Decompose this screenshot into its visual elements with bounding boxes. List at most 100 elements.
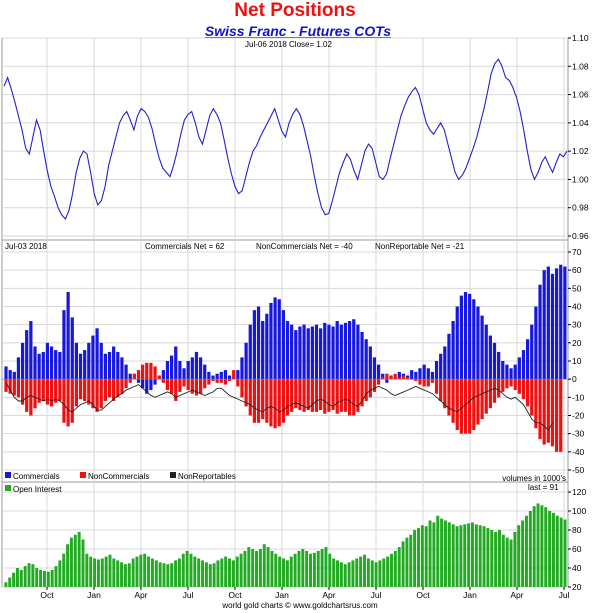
y-tick-label: 1.04 bbox=[572, 118, 589, 128]
commercials-bar bbox=[194, 351, 199, 380]
noncommercials-bar bbox=[526, 379, 530, 407]
noncommercials-bar bbox=[70, 379, 74, 423]
noncommercials-bar bbox=[339, 379, 343, 412]
open-interest-bar bbox=[27, 563, 31, 587]
y-tick-label: 1.08 bbox=[572, 61, 589, 71]
legend-nonreportables: NonReportables bbox=[178, 472, 236, 481]
noncommercials-bar bbox=[273, 379, 277, 429]
open-interest-bar bbox=[563, 519, 567, 587]
noncommercials-bar bbox=[434, 379, 439, 394]
open-interest-bar bbox=[66, 544, 70, 587]
noncommercials-bar bbox=[169, 379, 174, 394]
open-interest-bar bbox=[262, 544, 266, 587]
commercials-bar bbox=[546, 266, 550, 380]
commercials-bar bbox=[368, 346, 372, 380]
open-interest-last: last = 91 bbox=[528, 483, 559, 492]
noncommercials-bar bbox=[389, 375, 393, 380]
noncommercials-bar bbox=[116, 379, 120, 398]
noncommercials-bar bbox=[488, 379, 492, 409]
noncommercials-bar bbox=[319, 379, 323, 411]
noncommercials-bar bbox=[314, 379, 319, 412]
noncommercials-bar bbox=[91, 379, 95, 409]
y-tick-label: -10 bbox=[572, 392, 585, 402]
noncommercials-bar bbox=[4, 379, 8, 392]
x-tick-label: Jan bbox=[463, 590, 477, 600]
open-interest-bar bbox=[336, 560, 339, 587]
open-interest-bar bbox=[555, 515, 559, 587]
open-interest-bar bbox=[455, 526, 459, 587]
y-tick-label: 20 bbox=[572, 338, 582, 348]
open-interest-bar bbox=[54, 566, 58, 587]
x-tick-label: Jul bbox=[371, 590, 382, 600]
commercials-bar bbox=[422, 364, 426, 380]
commercials-bar bbox=[459, 295, 464, 380]
legend-noncommercials: NonCommercials bbox=[88, 472, 149, 481]
commercials-bar bbox=[190, 357, 194, 380]
noncommercials-bar bbox=[219, 379, 223, 383]
noncommercials-bar bbox=[153, 366, 157, 380]
noncommercials-bar bbox=[509, 379, 513, 387]
open-interest-bar bbox=[444, 520, 447, 587]
open-interest-bar bbox=[339, 562, 343, 587]
noncommercials-bar bbox=[203, 379, 207, 389]
open-interest-bar bbox=[69, 537, 73, 587]
commercials-bar bbox=[509, 368, 513, 380]
noncommercials-bar bbox=[136, 370, 141, 380]
noncommercials-bar bbox=[335, 379, 339, 414]
open-interest-bar bbox=[328, 553, 332, 587]
commercials-bar bbox=[455, 306, 459, 380]
noncommercials-bar bbox=[381, 377, 385, 380]
open-interest-bar bbox=[127, 563, 131, 587]
open-interest-bar bbox=[108, 554, 112, 587]
open-interest-bar bbox=[258, 549, 262, 587]
y-tick-label: 0.96 bbox=[572, 231, 589, 241]
noncommercials-bar bbox=[501, 379, 505, 392]
commercials-bar bbox=[37, 353, 41, 380]
commercials-bar bbox=[484, 324, 488, 380]
commercials-bar bbox=[497, 351, 501, 380]
noncommercials-bar bbox=[546, 379, 550, 443]
open-interest-bar bbox=[197, 558, 201, 587]
commercials-bar bbox=[49, 346, 54, 380]
commercials-bar bbox=[161, 370, 165, 380]
open-interest-bar bbox=[405, 537, 409, 587]
open-interest-bar bbox=[85, 553, 89, 587]
y-tick-label: 70 bbox=[572, 247, 582, 257]
commercials-bar bbox=[91, 335, 95, 380]
commercials-bar bbox=[563, 266, 567, 380]
open-interest-bar bbox=[93, 558, 97, 587]
commercials-bar bbox=[207, 371, 211, 380]
open-interest-bar bbox=[390, 553, 393, 587]
commercials-bar bbox=[492, 342, 497, 380]
open-interest-bar bbox=[120, 562, 124, 587]
legend-open-interest: Open Interest bbox=[13, 485, 62, 494]
open-interest-bar bbox=[224, 556, 228, 587]
open-interest-bar bbox=[12, 572, 16, 587]
open-interest-bar bbox=[386, 556, 390, 587]
noncommercials-bar bbox=[261, 379, 265, 420]
noncommercials-bar bbox=[25, 379, 29, 412]
x-tick-label: Apr bbox=[322, 590, 335, 600]
commercials-bar bbox=[447, 333, 451, 380]
y-tick-label: 20 bbox=[572, 582, 582, 592]
price-line-layer bbox=[3, 58, 568, 221]
y-tick-label: -40 bbox=[572, 447, 585, 457]
open-interest-bar bbox=[316, 550, 320, 587]
open-interest-bar bbox=[521, 520, 525, 587]
noncommercials-bar bbox=[99, 379, 103, 409]
y-tick-label: 10 bbox=[572, 356, 582, 366]
noncommercials-bar bbox=[310, 379, 314, 412]
open-interest-bar bbox=[501, 534, 505, 587]
noncommercials-bar bbox=[227, 379, 232, 381]
noncommercials-bar bbox=[8, 379, 12, 394]
noncommercials-bar bbox=[323, 379, 327, 414]
noncommercials-bar bbox=[497, 379, 501, 398]
commercials-bar bbox=[20, 342, 25, 380]
noncommercials-bar bbox=[455, 379, 459, 431]
y-tick-label: -50 bbox=[572, 465, 585, 475]
commercials-bar bbox=[165, 361, 170, 380]
commercials-bar bbox=[153, 379, 157, 385]
open-interest-bar bbox=[235, 556, 239, 587]
noncommercials-bar bbox=[376, 379, 381, 385]
y-tick-label: 1.06 bbox=[572, 90, 589, 100]
